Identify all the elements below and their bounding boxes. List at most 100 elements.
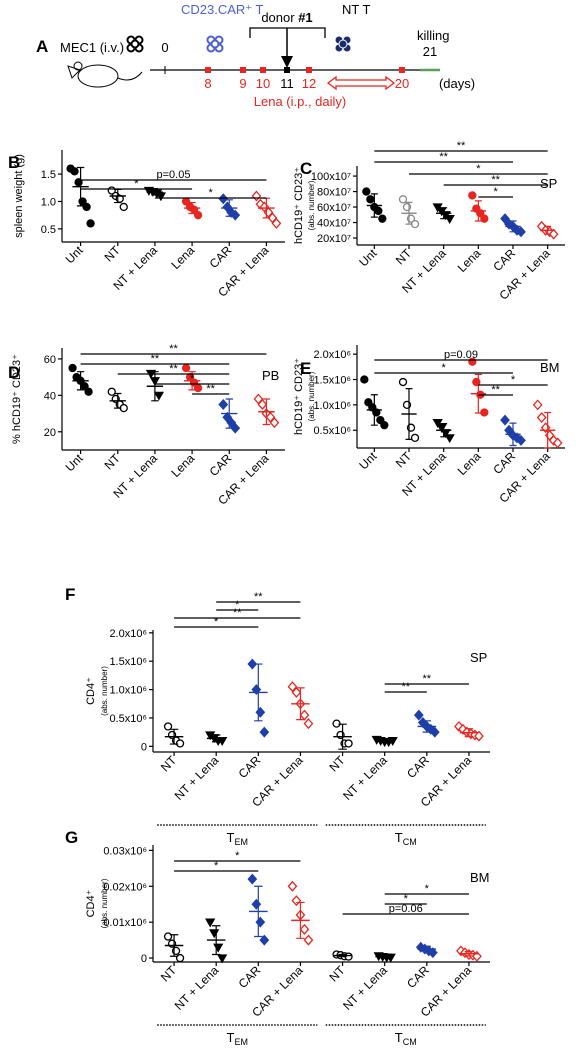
data-point [468,191,477,200]
lena-arrow [326,75,396,91]
data-point [193,211,203,220]
donor-number: #1 [298,10,312,25]
significance-label: ** [206,383,215,395]
tissue-label: SP [470,650,487,665]
data-point [269,417,280,429]
data-point [247,658,258,670]
x-tick-label: CAR [490,246,518,274]
x-tick-label: NT [393,246,415,268]
data-point [257,398,268,410]
x-tick-label: CAR [236,753,264,781]
y-tick-label: 0.03x10⁶ [103,845,147,857]
y-tick-label: 100x10⁷ [311,171,351,183]
y-tick-label: 1.0x10⁶ [313,400,351,412]
tissue-label: BM [540,360,560,375]
mec1-cells [126,35,144,53]
y-tick-label: 20 [44,427,56,439]
data-point [429,726,440,738]
y-axis-label: spleen weight (g) [13,154,25,238]
data-point [213,943,224,953]
data-point [181,363,191,373]
error-bar [474,200,482,222]
data-point [119,202,128,212]
x-tick-label: NT + Lena [172,963,222,1013]
data-point [251,898,262,910]
data-point [303,934,314,946]
killing-label: killing [417,28,450,43]
data-point [291,895,302,907]
x-tick-label: NT + Lena [172,753,222,803]
panel-label: C [300,159,312,178]
x-tick-label: Unt [63,243,87,267]
x-tick-label: CAR [404,963,432,991]
x-tick-label: NT + Lena [340,963,390,1013]
significance-label: * [214,616,219,628]
y-tick-label: 1.5x10⁶ [313,375,351,387]
significance-label: * [442,362,447,374]
error-bar [464,950,474,957]
error-bar [405,201,413,225]
y-tick-label: 0.02x10⁶ [103,881,147,893]
error-bar [114,392,122,409]
significance-label: ** [491,174,500,186]
x-tick-label: NT [393,449,415,471]
y-tick-label: 0.5x10⁶ [313,425,351,437]
data-point [536,412,547,424]
panel-label: D [8,363,20,382]
mec1-label: MEC1 (i.v.) [60,40,124,55]
y-axis-label: (abs. number) [100,878,109,928]
error-bar [380,738,389,743]
data-point [303,718,314,730]
data-point [344,739,353,748]
group-label: TCM [395,830,417,847]
significance-label: ** [439,151,448,163]
data-point [413,709,424,721]
data-point [287,880,298,892]
nt-t-cells [334,35,352,53]
error-bar [338,723,347,750]
error-bar [296,687,305,721]
error-bar [509,422,517,447]
significance-label: ** [401,681,410,693]
nt-t-label: NT T [342,2,370,17]
data-point [259,726,270,738]
y-tick-label: 40x10⁷ [317,218,351,230]
red-days: 8 9 10 12 20 [204,67,409,91]
data-point [427,947,438,959]
data-point [153,391,165,401]
y-tick-label: 0.01x10⁶ [103,917,147,929]
data-point [552,437,563,449]
error-bar [370,193,378,218]
data-point [410,433,420,443]
data-point [217,737,228,746]
data-point [84,387,93,396]
day-label: 10 [256,76,270,91]
error-bar [254,885,263,938]
error-bar [474,373,482,414]
x-tick-label: Lena [455,449,484,478]
data-point [444,434,455,444]
donor-text: donor [261,10,295,25]
y-tick-label: 0.5 [41,224,56,236]
x-tick-label: NT [158,753,180,775]
y-axis-label: (abs. number) [100,666,109,716]
error-bar [380,955,389,958]
y-axis-label: hCD19⁺ CD23⁺ [293,358,305,435]
error-bar [169,728,179,745]
significance-label: * [190,373,195,385]
error-bar [254,663,263,722]
x-tick-label: Lena [168,243,197,272]
data-point [287,681,298,693]
x-tick-label: CAR [207,243,235,271]
day-label: 11 [280,76,294,91]
data-point [193,383,203,393]
lena-label: Lena (i.p., daily) [254,94,347,109]
data-point [548,228,559,240]
group-label-sub: EM [234,837,248,847]
group-label-sub: CM [403,837,417,847]
x-tick-label: NT [102,451,124,473]
error-bar [296,901,305,939]
data-point [299,923,310,935]
